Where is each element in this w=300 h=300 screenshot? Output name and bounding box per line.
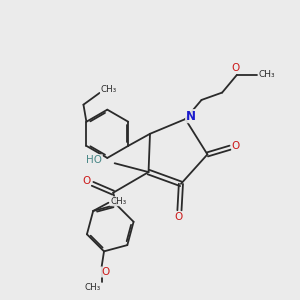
- Text: CH₃: CH₃: [110, 197, 126, 206]
- Text: O: O: [101, 267, 109, 277]
- Text: CH₃: CH₃: [259, 70, 275, 80]
- Text: O: O: [175, 212, 183, 222]
- Text: HO: HO: [86, 155, 102, 165]
- Text: O: O: [232, 141, 240, 151]
- Text: N: N: [186, 110, 196, 123]
- Text: CH₃: CH₃: [85, 283, 101, 292]
- Text: O: O: [82, 176, 90, 186]
- Text: CH₃: CH₃: [100, 85, 117, 94]
- Text: O: O: [231, 63, 239, 74]
